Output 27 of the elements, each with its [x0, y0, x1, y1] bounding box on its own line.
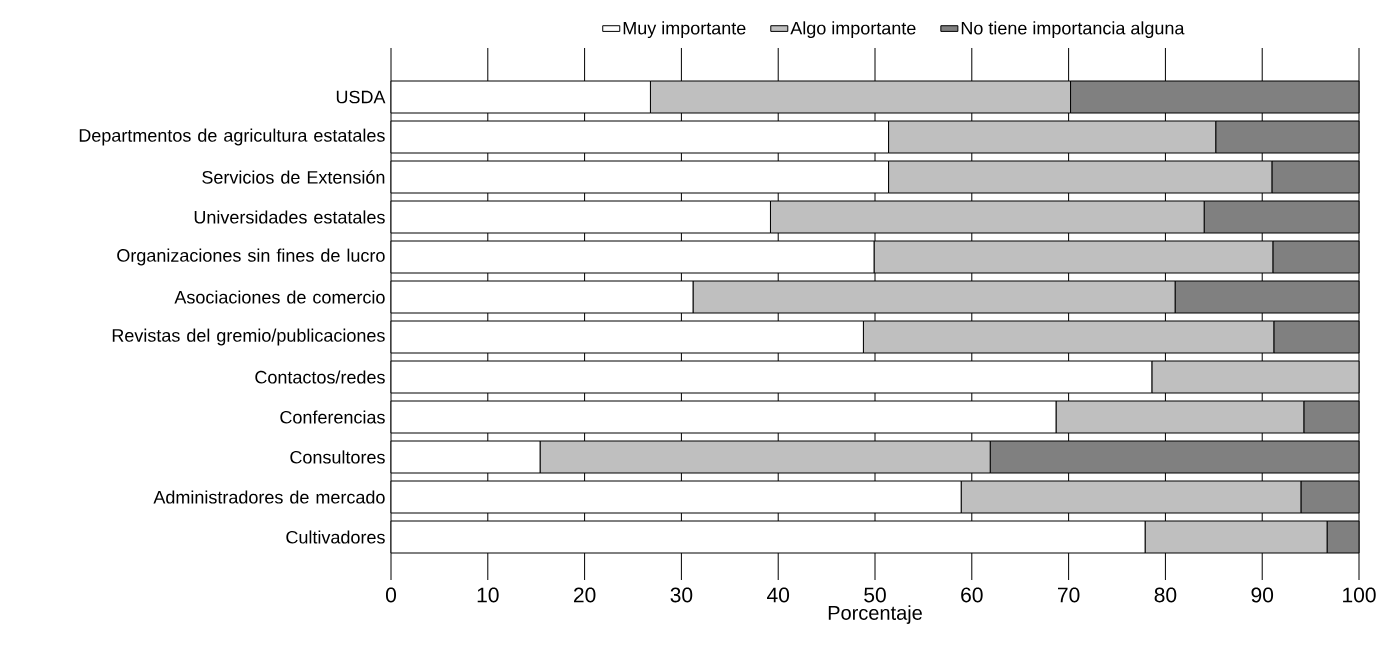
- x-tick-label: 100: [1343, 587, 1376, 603]
- x-tick-label: 10: [477, 587, 499, 603]
- y-tick-label: Administradores de mercado: [153, 490, 385, 504]
- x-tick-label: 40: [767, 587, 790, 603]
- y-tick-label: Servicios de Extensión: [202, 170, 385, 184]
- x-tick-label: 90: [1251, 587, 1274, 603]
- y-tick-label: Conferencias: [280, 410, 385, 424]
- legend-label: No tiene importancia alguna: [961, 21, 1185, 39]
- y-tick-label: Universidades estatales: [194, 210, 385, 224]
- x-tick-label: 60: [961, 587, 983, 603]
- y-tick-label: Revistas del gremio/publicaciones: [112, 328, 385, 346]
- legend-label: Algo importante: [790, 21, 916, 39]
- x-tick-label: 0: [385, 587, 397, 603]
- y-tick-label: Organizaciones sin fines de lucro: [117, 248, 385, 266]
- y-tick-label: Asociaciones de comercio: [174, 290, 385, 304]
- y-tick-label: Departmentos de agricultura estatales: [79, 128, 385, 146]
- x-tick-label: 20: [573, 587, 596, 603]
- y-tick-label: USDA: [336, 90, 386, 104]
- y-tick-label: Cultivadores: [286, 530, 385, 544]
- legend-label: Muy importante: [623, 21, 746, 39]
- x-tick-label: 50: [864, 587, 886, 603]
- y-tick-label: Contactos/redes: [255, 370, 385, 384]
- x-tick-label: 70: [1058, 587, 1080, 603]
- x-tick-label: 80: [1154, 587, 1177, 603]
- y-tick-label: Consultores: [290, 450, 385, 464]
- x-axis-title: Porcentaje: [828, 605, 922, 624]
- x-tick-label: 30: [670, 587, 693, 603]
